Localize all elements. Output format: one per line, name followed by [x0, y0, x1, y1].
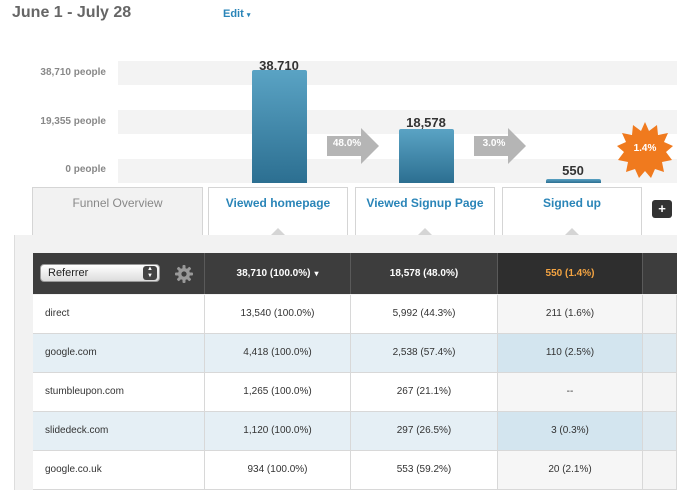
step-2-cell: 297 (26.5%) — [351, 412, 498, 450]
referrer-cell: google.com — [33, 334, 205, 372]
bar-value-label: 550 — [562, 163, 584, 178]
tab-label: Viewed homepage — [225, 196, 331, 210]
axis-label-mid: 19,355 people — [40, 116, 106, 127]
funnel-bar-viewed-signup — [399, 129, 454, 183]
tab-notch — [417, 228, 433, 236]
axis-label-max: 38,710 people — [40, 67, 106, 78]
header-step-1[interactable]: 38,710 (100.0%) ▾ — [205, 253, 351, 294]
tab-label: Funnel Overview — [72, 196, 163, 210]
funnel-bar-viewed-homepage — [252, 70, 307, 183]
table-row: direct 13,540 (100.0%) 5,992 (44.3%) 211 (1… — [33, 295, 677, 334]
tab-notch — [564, 228, 580, 236]
tab-label: Signed up — [543, 196, 601, 210]
tab-signed-up[interactable]: Signed up — [502, 187, 642, 236]
starburst-icon — [617, 122, 673, 178]
tab-viewed-homepage[interactable]: Viewed homepage — [208, 187, 348, 236]
chevron-down-icon[interactable]: ▾ — [314, 269, 319, 278]
step-3-cell: 110 (2.5%) — [498, 334, 643, 372]
select-arrows-icon: ▲ ▼ — [143, 266, 157, 280]
funnel-chart: 38,710 people 19,355 people 0 people 38,… — [0, 40, 677, 186]
referrer-cell: stumbleupon.com — [33, 373, 205, 411]
step-1-cell: 1,265 (100.0%) — [205, 373, 351, 411]
conversion-arrow: 3.0% — [474, 128, 526, 164]
header-step-value: 38,710 (100.0%) — [236, 268, 311, 279]
edit-date-range-link[interactable]: Edit ▾ — [223, 8, 250, 20]
table-row: google.com 4,418 (100.0%) 2,538 (57.4%) 110… — [33, 334, 677, 373]
header-step-2: 18,578 (48.0%) — [351, 253, 498, 294]
step-1-cell: 13,540 (100.0%) — [205, 295, 351, 333]
overflow-cell — [643, 295, 677, 333]
chart-band — [118, 61, 677, 85]
header-step-value: 550 (1.4%) — [545, 268, 595, 279]
axis-label-min: 0 people — [65, 164, 106, 175]
tab-viewed-signup-page[interactable]: Viewed Signup Page — [355, 187, 495, 236]
referrer-cell: slidedeck.com — [33, 412, 205, 450]
header-step-value: 18,578 (48.0%) — [389, 268, 459, 279]
tab-label: Viewed Signup Page — [366, 196, 484, 210]
date-range-title: June 1 - July 28 — [12, 4, 132, 21]
step-2-cell: 267 (21.1%) — [351, 373, 498, 411]
step-1-cell: 1,120 (100.0%) — [205, 412, 351, 450]
step-3-cell: 3 (0.3%) — [498, 412, 643, 450]
right-arrow-icon — [474, 128, 526, 164]
chart-band — [118, 110, 677, 134]
referrer-select-value: Referrer — [48, 267, 89, 279]
funnel-bar-signed-up — [546, 179, 601, 183]
table-row: google.co.uk 934 (100.0%) 553 (59.2%) 20 (2… — [33, 451, 677, 490]
overall-conversion-badge: 1.4% — [617, 122, 673, 178]
right-arrow-icon — [327, 128, 379, 164]
bar-value-label: 38,710 — [259, 58, 299, 73]
referrer-cell: direct — [33, 295, 205, 333]
overflow-cell — [643, 412, 677, 450]
overall-conversion-rate: 1.4% — [633, 143, 657, 154]
referrer-cell: google.co.uk — [33, 451, 205, 489]
tab-funnel-overview[interactable]: Funnel Overview — [32, 187, 203, 237]
step-1-cell: 4,418 (100.0%) — [205, 334, 351, 372]
referrer-select[interactable]: Referrer ▲ ▼ — [40, 264, 160, 282]
table-row: slidedeck.com 1,120 (100.0%) 297 (26.5%) 3 … — [33, 412, 677, 451]
step-2-cell: 553 (59.2%) — [351, 451, 498, 489]
conversion-arrow: 48.0% — [327, 128, 379, 164]
overflow-cell — [643, 373, 677, 411]
conversion-rate: 48.0% — [332, 138, 362, 149]
edit-label: Edit — [223, 8, 244, 20]
gear-icon[interactable] — [174, 264, 194, 284]
step-3-cell: 211 (1.6%) — [498, 295, 643, 333]
step-1-cell: 934 (100.0%) — [205, 451, 351, 489]
chevron-down-icon: ▾ — [246, 12, 251, 19]
tab-notch — [270, 228, 286, 236]
overflow-cell — [643, 334, 677, 372]
step-3-cell: -- — [498, 373, 643, 411]
add-step-button[interactable]: + — [652, 200, 672, 218]
conversion-rate: 3.0% — [482, 138, 506, 149]
step-3-cell: 20 (2.1%) — [498, 451, 643, 489]
table-row: stumbleupon.com 1,265 (100.0%) 267 (21.1%)… — [33, 373, 677, 412]
bar-value-label: 18,578 — [406, 115, 446, 130]
step-2-cell: 2,538 (57.4%) — [351, 334, 498, 372]
overflow-cell — [643, 451, 677, 489]
referrer-header-cell — [33, 253, 205, 294]
step-2-cell: 5,992 (44.3%) — [351, 295, 498, 333]
header-step-3: 550 (1.4%) — [498, 253, 643, 294]
